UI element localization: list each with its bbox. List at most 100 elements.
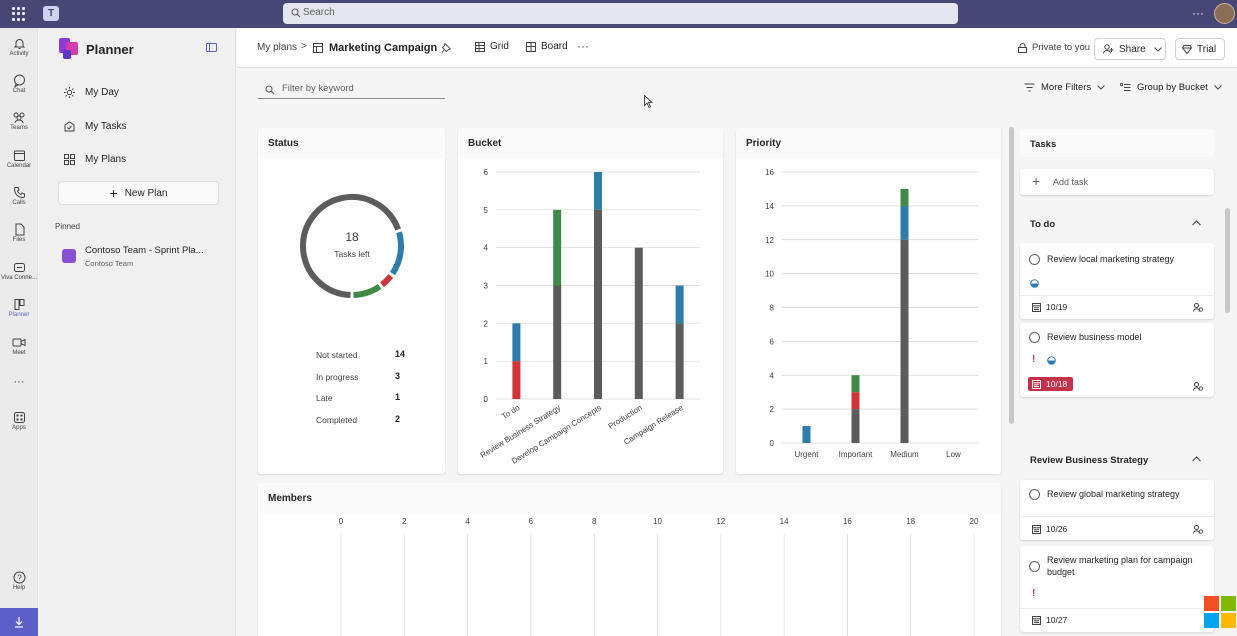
calendar-icon — [1032, 615, 1041, 625]
tab-label: Grid — [490, 41, 509, 52]
status-row-label: Completed — [316, 415, 358, 425]
calendar-icon — [1032, 524, 1041, 534]
complete-checkbox[interactable] — [1029, 254, 1040, 265]
trial-button[interactable]: Trial — [1175, 38, 1225, 60]
members-bar-chart: 0 2 4 6 8 10 12 14 16 18 20 — [339, 518, 979, 636]
task-card[interactable]: Review local marketing strategy 10/19 — [1020, 243, 1214, 319]
privacy-indicator[interactable]: Private to you — [1018, 42, 1090, 53]
search-input[interactable]: Search — [283, 3, 958, 24]
assign-person-icon[interactable] — [1193, 303, 1203, 312]
assign-person-icon[interactable] — [1193, 382, 1203, 391]
avatar[interactable] — [1214, 3, 1235, 24]
more-options-icon[interactable]: ··· — [1192, 6, 1204, 20]
y-tick-label: 3 — [484, 282, 489, 291]
x-tick-label: 16 — [843, 518, 852, 526]
plus-icon: + — [109, 185, 118, 201]
rail-item-apps[interactable]: Apps — [0, 411, 38, 431]
bar-segment-in-progress[interactable] — [675, 285, 684, 324]
x-tick-label: Medium — [890, 450, 919, 459]
rail-label: Calendar — [6, 163, 32, 169]
assign-person-icon[interactable] — [1193, 525, 1203, 534]
filter-icon — [1024, 83, 1035, 92]
bar-segment-completed[interactable] — [900, 188, 909, 206]
bar-segment-not-started[interactable] — [553, 285, 562, 400]
pinned-header: Pinned — [55, 222, 80, 231]
tab-board[interactable]: Board — [526, 41, 568, 52]
bar-segment-not-started[interactable] — [594, 209, 602, 399]
bar-segment-in-progress[interactable] — [594, 172, 602, 210]
task-card[interactable]: Review global marketing strategy 10/26 — [1020, 480, 1214, 540]
rail-item-chat[interactable]: Chat — [0, 74, 38, 94]
status-row-label: In progress — [316, 372, 359, 382]
share-button[interactable]: Share — [1094, 38, 1166, 60]
add-task-button[interactable]: + Add task — [1020, 169, 1214, 195]
diamond-icon — [1182, 44, 1192, 54]
bar-segment-in-progress[interactable] — [900, 205, 909, 240]
tab-grid[interactable]: Grid — [475, 41, 509, 52]
filter-input[interactable]: Filter by keyword — [258, 80, 445, 99]
pin-icon[interactable] — [442, 43, 451, 53]
rail-item-calls[interactable]: Calls — [0, 186, 38, 206]
rail-more-icon[interactable]: ··· — [13, 376, 25, 388]
bar-segment-late[interactable] — [512, 361, 521, 399]
tasks-scrollbar[interactable] — [1225, 208, 1230, 313]
task-card[interactable]: Review business model ! 10/18 — [1020, 323, 1214, 397]
viva-icon — [13, 263, 25, 272]
charts-scrollbar[interactable] — [1009, 127, 1014, 424]
download-button[interactable] — [0, 608, 38, 636]
rail-item-help[interactable]: ? Help — [0, 571, 38, 591]
task-title: Review local marketing strategy — [1047, 254, 1175, 264]
status-donut-chart: 18 Tasks left — [300, 194, 404, 298]
important-icon: ! — [1032, 354, 1036, 365]
y-tick-label: 8 — [770, 304, 775, 313]
bar-segment-not-started[interactable] — [634, 247, 643, 399]
rail-item-calendar[interactable]: Calendar — [0, 149, 38, 169]
nav-my-tasks[interactable]: My Tasks — [64, 117, 127, 135]
rail-item-meet[interactable]: Meet — [0, 336, 38, 356]
divider — [1020, 608, 1214, 609]
bar-segment-late[interactable] — [851, 392, 860, 410]
new-plan-button[interactable]: + New Plan — [58, 181, 219, 205]
complete-checkbox[interactable] — [1029, 561, 1040, 572]
help-icon: ? — [13, 571, 25, 584]
rail-item-files[interactable]: Files — [0, 223, 38, 243]
pinned-plan-item[interactable]: Contoso Team - Sprint Pla... Contoso Tea… — [62, 244, 232, 272]
divider — [1020, 295, 1214, 296]
complete-checkbox[interactable] — [1029, 332, 1040, 343]
rail-item-viva[interactable]: Viva Conne... — [0, 261, 38, 281]
y-tick-label: 14 — [765, 202, 774, 211]
chevron-up-icon[interactable] — [1192, 220, 1201, 226]
collapse-sidebar-icon[interactable] — [206, 43, 217, 52]
more-views-icon[interactable]: ··· — [577, 39, 589, 53]
chevron-up-icon[interactable] — [1192, 456, 1201, 462]
rail-item-teams[interactable]: Teams — [0, 111, 38, 131]
calendar-icon — [13, 150, 25, 161]
rail-item-planner[interactable]: Planner — [0, 298, 38, 318]
bar-segment-in-progress[interactable] — [802, 426, 811, 443]
bar-segment-in-progress[interactable] — [512, 323, 521, 362]
rail-item-activity[interactable]: Activity — [0, 37, 38, 57]
nav-my-day[interactable]: My Day — [64, 83, 119, 101]
trial-label: Trial — [1197, 43, 1217, 55]
rail-label: Teams — [10, 125, 28, 131]
nav-my-plans[interactable]: My Plans — [64, 150, 126, 168]
rail-label: Meet — [12, 350, 26, 356]
group-by-button[interactable]: Group by Bucket — [1120, 82, 1222, 93]
bucket-chart-card: Bucket 0 1 2 3 4 5 6 To do Review Business Strat… — [458, 128, 723, 474]
bar-segment-not-started[interactable] — [851, 409, 860, 443]
main-area: My plans > Marketing Campaign Grid Board… — [237, 28, 1237, 636]
bar-segment-not-started[interactable] — [675, 323, 684, 399]
task-card[interactable]: Review marketing plan for campaign budge… — [1020, 546, 1214, 632]
bar-segment-not-started[interactable] — [900, 239, 909, 443]
breadcrumb-my-plans[interactable]: My plans — [257, 42, 298, 53]
complete-checkbox[interactable] — [1029, 489, 1040, 500]
app-launcher-icon[interactable] — [12, 7, 26, 21]
more-filters-button[interactable]: More Filters — [1024, 82, 1106, 93]
x-tick-label: 18 — [906, 518, 915, 526]
chat-icon — [13, 74, 25, 87]
bar-segment-completed[interactable] — [553, 209, 562, 286]
phone-icon — [13, 187, 25, 199]
bar-segment-completed[interactable] — [851, 375, 860, 393]
list-icon — [1120, 83, 1131, 91]
